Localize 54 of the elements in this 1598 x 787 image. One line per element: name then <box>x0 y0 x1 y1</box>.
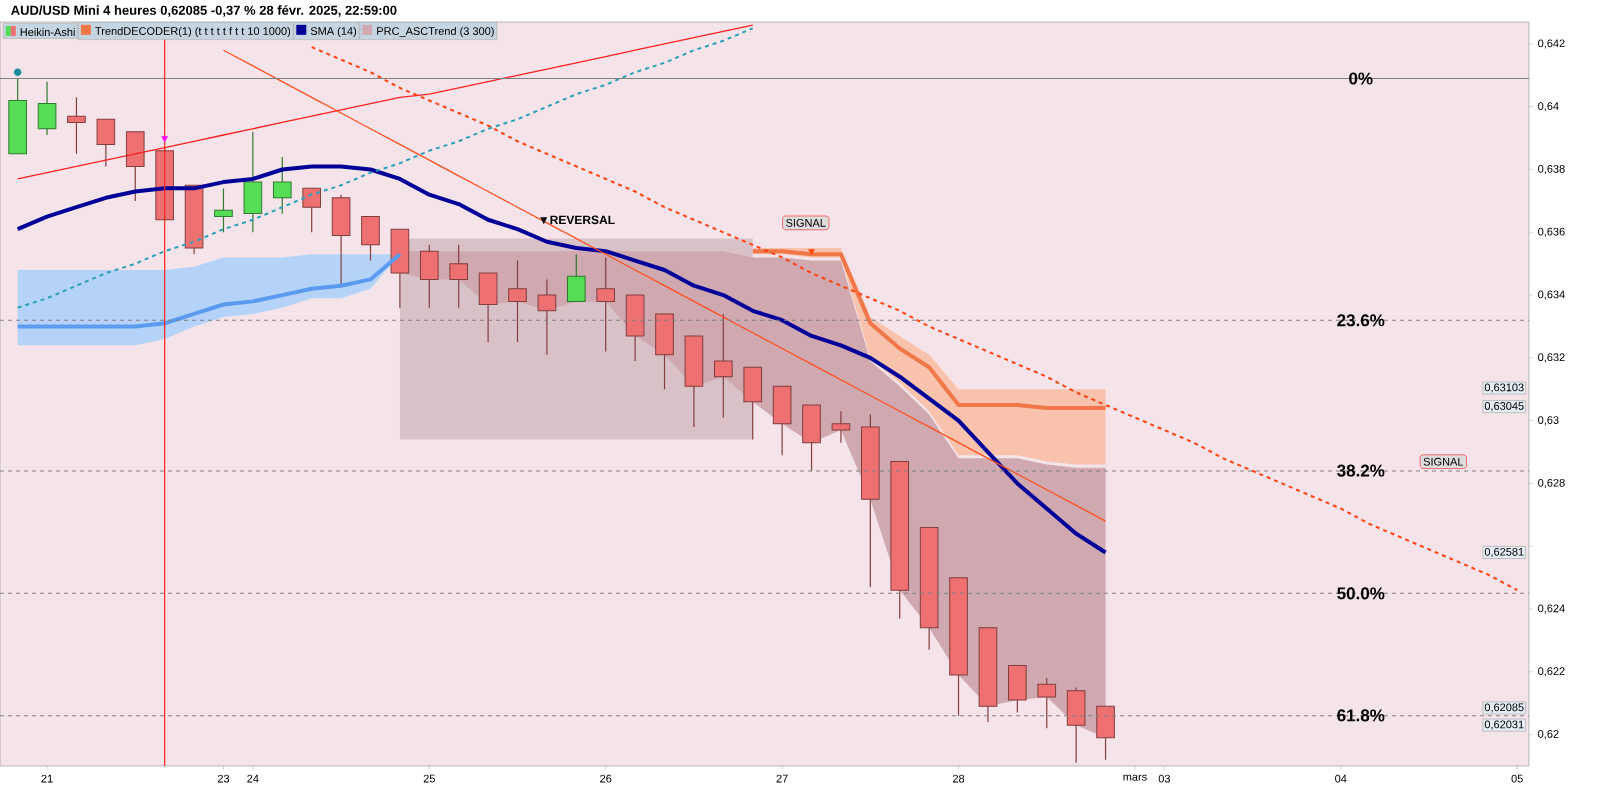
y-tick-label: 0,622 <box>1538 667 1565 677</box>
x-tick-label: 28 <box>952 774 965 783</box>
chart-title: AUD/USD Mini 4 heures 0,62085 -0,37 % 28 févr. 2025, 22:59:00 <box>11 5 397 17</box>
y-tick-label: 0,62 <box>1538 730 1559 740</box>
annotation: ▼REVERSAL <box>540 215 615 225</box>
annotation: SIGNAL <box>1423 457 1464 466</box>
point <box>13 68 22 76</box>
candlestick <box>1037 677 1057 729</box>
legend-label: PRC_ASCTrend (3 300) <box>377 26 494 38</box>
legend-label: SMA (14) <box>310 26 357 38</box>
candlestick <box>596 256 616 353</box>
x-tick-label: mars <box>1123 774 1147 781</box>
candlestick <box>214 187 233 233</box>
y-tick-label: 0,636 <box>1538 227 1565 237</box>
candlestick <box>508 259 527 343</box>
y-tick-label: 0,642 <box>1538 39 1565 49</box>
candlestick <box>713 313 733 419</box>
candlestick <box>831 410 851 444</box>
legend-label: Heikin-Ashi <box>20 27 75 37</box>
x-tick-label: 25 <box>423 774 435 783</box>
y-tick-label: 0,63 <box>1538 416 1559 426</box>
legend-label: TrendDECODER(1) (t t t t t f t t 10 1000) <box>95 26 291 38</box>
annotation: 0,62085 <box>1484 703 1524 713</box>
x-tick-label: 27 <box>776 774 788 783</box>
candlestick <box>272 156 292 215</box>
y-tick-label: 0,64 <box>1538 102 1559 112</box>
annotation: 61.8% <box>1337 709 1385 722</box>
y-tick-label: 0,634 <box>1538 290 1565 300</box>
annotation: 0,62031 <box>1484 720 1524 730</box>
y-tick-label: 0,638 <box>1538 164 1565 175</box>
annotation: 0,62581 <box>1484 547 1524 557</box>
candlestick <box>302 187 321 233</box>
x-tick-label: 26 <box>600 774 612 783</box>
annotation: SIGNAL <box>786 218 826 227</box>
annotation: 0% <box>1349 72 1373 85</box>
x-tick-label: 24 <box>247 774 259 783</box>
candlestick <box>537 278 557 356</box>
point <box>161 136 168 142</box>
annotation: 23.6% <box>1337 314 1385 327</box>
x-tick-label: 21 <box>41 774 53 783</box>
candlestick <box>449 244 469 309</box>
x-tick-label: 23 <box>217 774 230 783</box>
annotation: 0,63045 <box>1484 402 1524 412</box>
y-tick-label: 0,624 <box>1538 604 1565 614</box>
y-tick-label: 0,628 <box>1538 478 1565 488</box>
annotation: 50.0% <box>1337 587 1385 600</box>
x-tick-label: 05 <box>1511 774 1523 783</box>
point <box>808 249 815 255</box>
x-tick-label: 03 <box>1158 774 1170 783</box>
annotation: 38.2% <box>1337 464 1385 477</box>
y-tick-label: 0,632 <box>1538 353 1565 363</box>
candlestick <box>67 96 86 155</box>
annotation: 0,63103 <box>1484 383 1524 393</box>
x-tick-label: 04 <box>1335 774 1347 783</box>
